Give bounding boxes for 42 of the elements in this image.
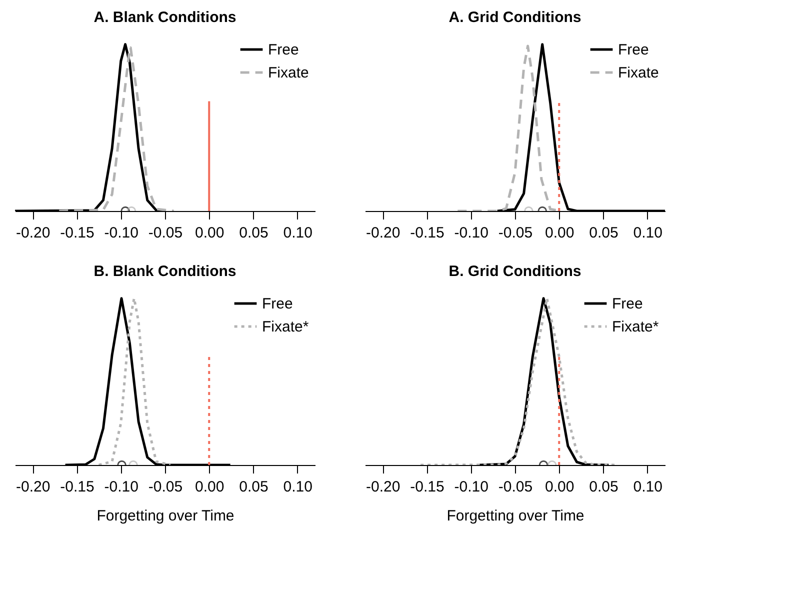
x-tick-label: -0.15 — [410, 224, 444, 242]
x-tick-label: 0.00 — [195, 224, 224, 242]
legend-label: Free — [618, 42, 649, 58]
x-tick-label: -0.15 — [60, 478, 94, 496]
chart-title: A. Blank Conditions — [94, 9, 236, 26]
x-tick-label: -0.10 — [454, 478, 488, 496]
x-tick-label: 0.10 — [283, 224, 312, 242]
x-tick-label: -0.20 — [16, 224, 50, 242]
chart-title: B. Grid Conditions — [448, 263, 582, 280]
x-tick-label: -0.10 — [454, 224, 488, 242]
x-tick-label: 0.05 — [239, 478, 268, 496]
legend-label: Fixate* — [262, 318, 309, 336]
x-tick-label: 0.00 — [545, 224, 574, 242]
x-tick-label: -0.10 — [104, 478, 138, 496]
x-tick-label: 0.00 — [195, 478, 224, 496]
legend-label: Fixate* — [612, 318, 659, 336]
legend-label: Fixate — [618, 64, 659, 82]
x-tick-label: 0.10 — [283, 478, 312, 496]
x-tick-label: -0.15 — [60, 224, 94, 242]
x-axis-title: Forgetting over Time — [96, 508, 234, 524]
x-tick-label: -0.05 — [498, 224, 533, 242]
legend-label: Free — [268, 42, 299, 58]
x-tick-label: 0.05 — [589, 478, 618, 496]
x-tick-label: 0.05 — [589, 224, 618, 242]
x-tick-label: -0.05 — [148, 224, 183, 242]
x-tick-label: -0.05 — [498, 478, 533, 496]
x-tick-label: -0.20 — [366, 478, 400, 496]
x-axis-title: Forgetting over Time — [446, 508, 584, 524]
x-tick-label: -0.20 — [16, 478, 50, 496]
x-tick-label: -0.20 — [366, 224, 400, 242]
x-tick-label: -0.15 — [410, 478, 444, 496]
x-tick-label: -0.05 — [148, 478, 183, 496]
x-tick-label: 0.10 — [633, 224, 662, 242]
legend-label: Free — [612, 296, 643, 312]
chart-title: A. Grid Conditions — [448, 9, 582, 26]
x-tick-label: 0.10 — [633, 478, 662, 496]
chart-title: B. Blank Conditions — [94, 263, 236, 280]
legend-label: Free — [262, 296, 293, 312]
x-tick-label: 0.00 — [545, 478, 574, 496]
x-tick-label: 0.05 — [239, 224, 268, 242]
x-tick-label: -0.10 — [104, 224, 138, 242]
legend-label: Fixate — [268, 64, 309, 82]
